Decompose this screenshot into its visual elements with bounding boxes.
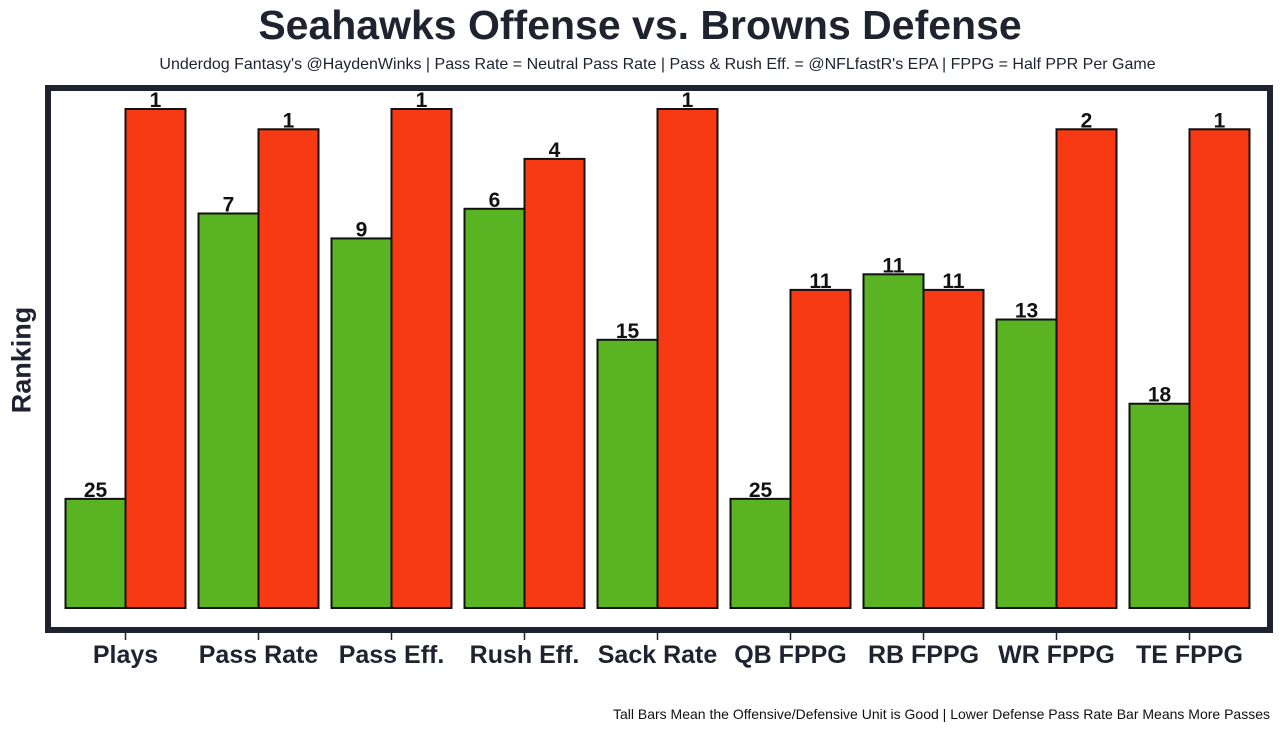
x-tick-label-5: QB FPPG [734,641,847,669]
offense-bar-2 [330,237,393,609]
x-tick-label-1: Pass Rate [199,641,319,669]
offense-bar-7 [995,318,1058,609]
x-tick-label-0: Plays [93,641,158,669]
defense-bar-1 [257,128,320,609]
x-tick-label-8: TE FPPG [1136,641,1243,669]
defense-bar-6 [922,288,985,609]
offense-data-label-0: 25 [84,479,108,502]
bars-group [64,108,1251,610]
offense-bar-0 [64,497,127,609]
defense-data-label-8: 1 [1214,109,1226,132]
offense-data-label-6: 11 [882,254,905,277]
chart-subtitle: Underdog Fantasy's @HaydenWinks | Pass R… [159,56,1156,73]
defense-data-label-4: 1 [682,89,694,112]
defense-data-label-1: 1 [283,109,295,132]
x-tick-label-6: RB FPPG [868,641,979,669]
offense-bar-1 [197,212,260,609]
offense-data-label-3: 6 [489,189,501,212]
defense-bar-2 [390,108,453,609]
defense-bar-8 [1188,128,1251,609]
bar-labels-group: 25 1 7 1 9 1 6 4 15 1 25 11 11 11 13 2 18 1 [84,89,1226,502]
x-tick-label-7: WR FPPG [998,641,1115,669]
x-tick-label-2: Pass Eff. [339,641,445,669]
chart-caption: Tall Bars Mean the Offensive/Defensive U… [612,706,1270,722]
offense-bar-4 [596,338,659,609]
defense-bar-0 [124,108,187,609]
defense-data-label-2: 1 [416,89,428,112]
defense-data-label-7: 2 [1081,109,1093,132]
offense-bar-5 [729,497,792,609]
defense-bar-3 [523,157,586,609]
offense-data-label-2: 9 [356,218,368,241]
offense-bar-6 [862,273,925,609]
offense-data-label-5: 25 [749,479,773,502]
defense-bar-5 [789,288,852,609]
offense-bar-3 [463,207,526,610]
defense-bar-7 [1055,128,1118,609]
defense-data-label-3: 4 [549,139,561,162]
defense-data-label-5: 11 [809,270,832,293]
offense-data-label-1: 7 [223,193,235,216]
offense-data-label-7: 13 [1015,300,1038,323]
defense-data-label-0: 1 [150,89,162,112]
x-tick-label-3: Rush Eff. [470,641,580,669]
offense-data-label-8: 18 [1148,384,1172,407]
offense-bar-8 [1128,402,1191,609]
x-tick-label-4: Sack Rate [598,641,718,669]
chart-title: Seahawks Offense vs. Browns Defense [258,2,1022,48]
defense-data-label-6: 11 [942,270,965,293]
plot-frame [45,85,1273,633]
defense-bar-4 [656,108,719,609]
x-ticks-group: Plays Pass Rate Pass Eff. Rush Eff. Sack Rat… [93,633,1243,669]
offense-data-label-4: 15 [616,320,640,343]
